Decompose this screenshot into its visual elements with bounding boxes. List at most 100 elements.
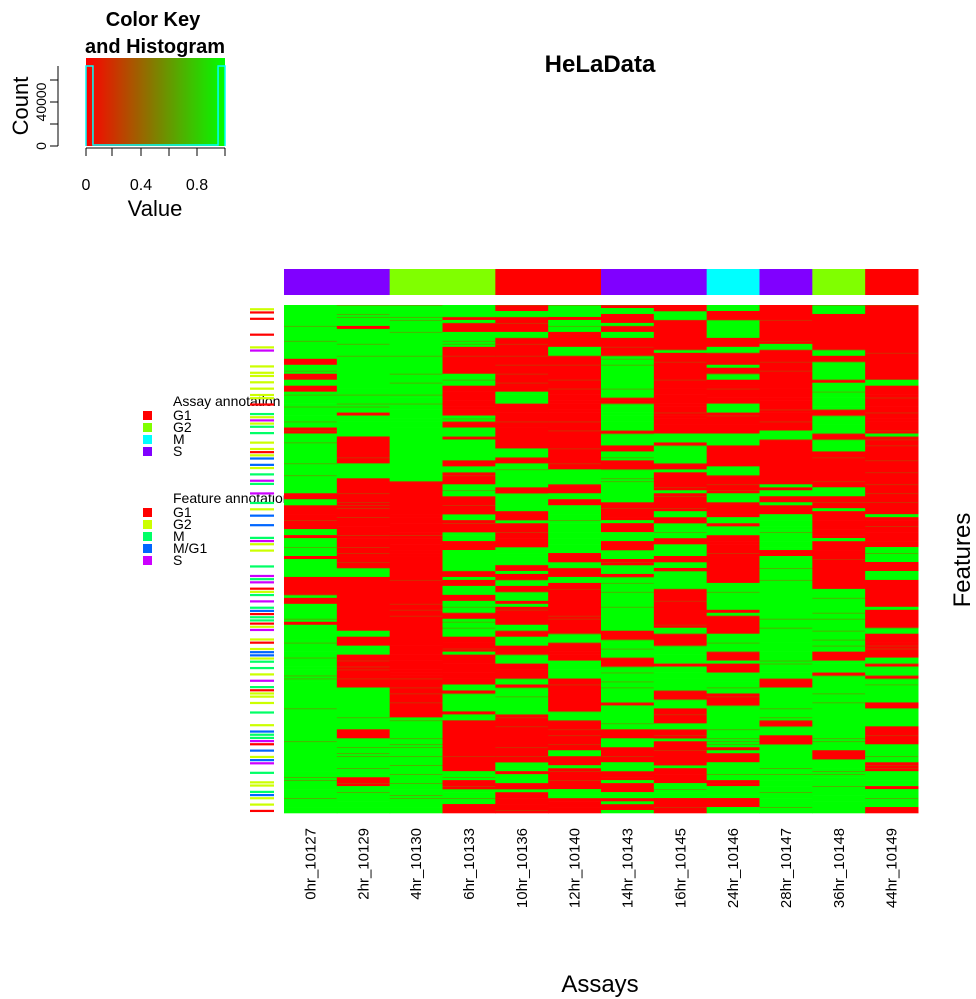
legend-swatch xyxy=(143,520,152,529)
heatmap-cell xyxy=(759,430,813,440)
heatmap-cell xyxy=(284,762,338,772)
heatmap-cell xyxy=(548,532,602,539)
heatmap-cell xyxy=(706,786,760,796)
heatmap-cell xyxy=(601,430,655,434)
heatmap-line xyxy=(653,310,707,312)
heatmap-cell xyxy=(389,430,443,440)
heatmap-cell xyxy=(284,669,338,676)
heatmap-cell xyxy=(759,445,813,452)
heatmap-cell xyxy=(336,624,391,632)
heatmap-cell xyxy=(706,642,760,652)
heatmap-cell xyxy=(284,316,338,327)
heatmap-cell xyxy=(336,753,391,757)
heatmap-cell xyxy=(759,651,813,661)
heatmap-cell xyxy=(759,618,813,629)
heatmap-line xyxy=(336,517,390,518)
heatmap-cell xyxy=(706,502,760,506)
heatmap-cell xyxy=(548,305,602,315)
heatmap-cell xyxy=(389,579,443,590)
heatmap-cell xyxy=(495,493,549,503)
heatmap-cell xyxy=(389,346,443,357)
heatmap-cell xyxy=(389,466,443,473)
heatmap-cell xyxy=(759,484,813,488)
heatmap-cell xyxy=(442,699,496,703)
heatmap-cell xyxy=(336,585,391,590)
heatmap-line xyxy=(706,526,760,527)
heatmap-cell xyxy=(284,379,338,386)
heatmap-line xyxy=(653,319,707,321)
heatmap-cell xyxy=(706,544,760,554)
heatmap-line xyxy=(653,600,707,602)
heatmap-cell xyxy=(442,535,496,542)
heatmap-cell xyxy=(812,591,866,599)
heatmap-line xyxy=(336,457,390,459)
heatmap-cell xyxy=(389,627,443,635)
heatmap-line xyxy=(389,702,443,704)
heatmap-cell xyxy=(548,394,602,401)
heatmap-line xyxy=(284,475,337,477)
heatmap-cell xyxy=(759,735,813,745)
feature-annotation-cell xyxy=(250,666,274,670)
heatmap-cell xyxy=(284,687,338,694)
heatmap-cell xyxy=(442,532,496,536)
heatmap-cell xyxy=(548,642,602,652)
heatmap-cell xyxy=(706,305,760,312)
heatmap-cell xyxy=(442,654,496,664)
feature-annotation-cell xyxy=(250,755,274,759)
heatmap-cell xyxy=(706,570,760,581)
heatmap-cell xyxy=(442,576,496,581)
heatmap-line xyxy=(759,319,813,321)
heatmap-line xyxy=(706,591,760,593)
heatmap-cell xyxy=(284,391,338,395)
heatmap-line xyxy=(812,541,866,542)
heatmap-cell xyxy=(548,364,602,375)
heatmap-line xyxy=(284,442,337,444)
feature-annotation-cell xyxy=(250,447,274,451)
assay-annotation-cell xyxy=(284,269,338,295)
heatmap-cell xyxy=(653,720,708,724)
heatmap-cell xyxy=(284,529,338,536)
heatmap-line xyxy=(601,508,654,509)
heatmap-cell xyxy=(601,502,655,509)
heatmap-line xyxy=(548,484,601,486)
heatmap-line xyxy=(706,642,760,644)
heatmap-cell xyxy=(865,633,919,643)
heatmap-cell xyxy=(336,496,391,503)
heatmap-line xyxy=(495,726,549,728)
heatmap-cell xyxy=(759,520,813,527)
heatmap-cell xyxy=(865,768,919,772)
heatmap-line xyxy=(442,777,496,778)
heatmap-cell xyxy=(336,600,391,608)
feature-annotation-cell xyxy=(250,492,274,495)
heatmap-cell xyxy=(601,747,655,757)
heatmap-line xyxy=(865,526,918,527)
heatmap-cell xyxy=(284,681,338,688)
heatmap-line xyxy=(442,472,496,474)
heatmap-cell xyxy=(812,660,866,664)
heatmap-cell xyxy=(865,720,919,727)
heatmap-line xyxy=(865,663,918,665)
heatmap-cell xyxy=(706,672,760,679)
feature-annotation-cell xyxy=(250,412,274,416)
heatmap-cell xyxy=(284,307,338,318)
column-label: 10hr_10136 xyxy=(514,828,531,908)
heatmap-cell xyxy=(653,487,708,491)
heatmap-cell xyxy=(812,795,866,802)
heatmap-line xyxy=(495,493,549,495)
heatmap-line xyxy=(865,412,918,414)
heatmap-cell xyxy=(548,624,602,635)
heatmap-cell xyxy=(336,660,391,667)
heatmap-line xyxy=(548,388,601,390)
heatmap-cell xyxy=(653,346,708,351)
heatmap-line xyxy=(284,340,337,342)
heatmap-cell xyxy=(389,567,443,575)
heatmap-cell xyxy=(812,663,866,673)
heatmap-line xyxy=(865,397,918,399)
heatmap-cell xyxy=(706,475,760,479)
heatmap-cell xyxy=(284,657,338,667)
heatmap-cell xyxy=(653,714,708,721)
heatmap-cell xyxy=(759,744,813,754)
heatmap-cell xyxy=(865,807,919,814)
heatmap-cell xyxy=(706,678,760,682)
heatmap-cell xyxy=(653,508,708,512)
